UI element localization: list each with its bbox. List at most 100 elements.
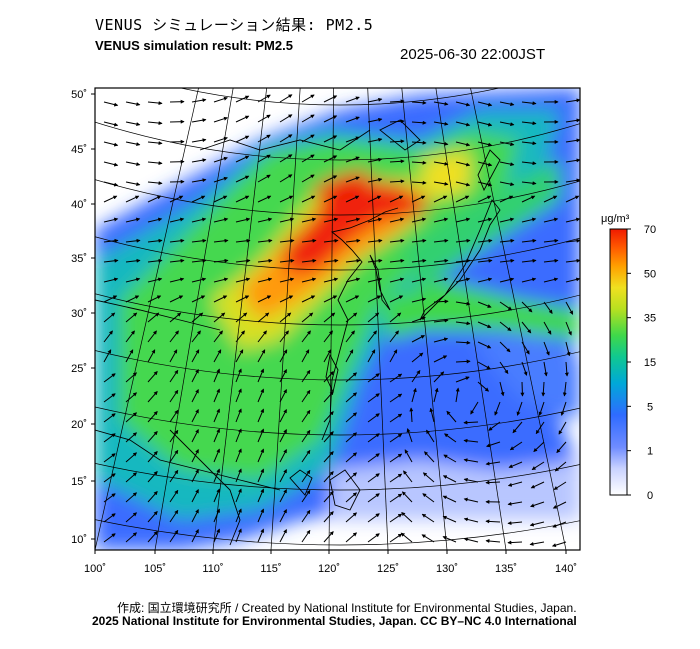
wind-arrow xyxy=(235,258,251,263)
wind-arrow xyxy=(125,372,137,383)
wind-arrow xyxy=(125,258,141,263)
wind-arrow xyxy=(147,277,163,283)
wind-arrow xyxy=(235,330,245,343)
credit-line-1: 作成: 国立環境研究所 / Created by National Instit… xyxy=(117,601,577,615)
wind-arrow xyxy=(554,461,567,472)
wind-arrow xyxy=(499,301,513,311)
wind-arrow xyxy=(235,95,250,103)
wind-arrow xyxy=(433,277,449,283)
wind-arrow xyxy=(301,154,315,163)
wind-arrow xyxy=(433,355,448,363)
wind-arrow xyxy=(422,493,435,503)
wind-arrow xyxy=(301,174,315,183)
wind-arrow xyxy=(235,508,242,523)
wind-arrow xyxy=(433,337,449,343)
wind-arrow xyxy=(169,529,179,543)
wind-arrow xyxy=(103,533,116,543)
wind-arrow xyxy=(543,258,559,263)
wind-arrow xyxy=(433,299,449,304)
wind-arrow xyxy=(235,312,248,323)
wind-arrow xyxy=(565,178,580,183)
wind-arrow xyxy=(543,217,559,223)
wind-arrow xyxy=(411,180,427,185)
wind-arrow xyxy=(235,428,242,443)
wind-arrow xyxy=(433,371,445,383)
wind-arrow xyxy=(411,369,421,383)
wind-arrow xyxy=(455,217,471,223)
wind-arrow xyxy=(499,238,515,243)
wind-arrow xyxy=(279,330,289,343)
wind-arrow xyxy=(323,258,339,263)
wind-arrow xyxy=(521,361,528,376)
wind-arrow xyxy=(389,349,398,363)
wind-arrow xyxy=(507,501,523,506)
wind-arrow xyxy=(455,141,471,147)
wind-arrow xyxy=(301,258,317,263)
wind-arrow xyxy=(508,461,523,468)
wind-arrow xyxy=(565,217,580,223)
wind-arrow xyxy=(486,441,501,448)
lat-tick-label: 30˚ xyxy=(71,308,87,320)
wind-arrow xyxy=(345,156,360,163)
wind-arrow xyxy=(455,376,470,383)
wind-arrow xyxy=(446,410,457,423)
wind-arrow xyxy=(323,491,334,503)
wind-arrow xyxy=(147,295,162,303)
wind-arrow xyxy=(345,432,358,443)
wind-arrow xyxy=(411,100,427,105)
wind-arrow xyxy=(556,441,567,454)
wind-arrow xyxy=(389,413,403,423)
wind-arrow xyxy=(345,195,360,203)
wind-arrow xyxy=(494,401,501,416)
wind-arrow xyxy=(301,449,311,463)
wind-arrow xyxy=(499,141,515,147)
wind-arrow xyxy=(125,412,137,423)
wind-arrow xyxy=(455,161,471,167)
wind-arrow xyxy=(389,493,403,503)
wind-arrow xyxy=(477,195,492,203)
wind-arrow xyxy=(426,429,435,443)
wind-arrow xyxy=(125,432,137,443)
wind-arrow xyxy=(455,258,471,263)
colorbar-gradient xyxy=(609,228,628,496)
wind-arrow xyxy=(553,481,567,490)
wind-arrow xyxy=(279,349,288,363)
wind-arrow xyxy=(499,181,515,187)
wind-arrow xyxy=(235,277,251,283)
wind-arrow xyxy=(477,161,493,167)
wind-arrow xyxy=(401,491,413,503)
wind-arrow xyxy=(562,381,567,397)
wind-arrow xyxy=(103,238,119,243)
wind-arrow xyxy=(530,501,545,508)
wind-arrow xyxy=(257,448,265,463)
wind-arrow xyxy=(463,537,479,543)
wind-arrow xyxy=(257,258,273,263)
wind-arrow xyxy=(279,369,287,383)
wind-arrow xyxy=(455,301,471,306)
wind-arrow xyxy=(147,312,160,323)
wind-arrow xyxy=(345,372,358,383)
wind-arrow xyxy=(103,217,119,223)
colorbar-tick-label: 5 xyxy=(647,401,653,413)
wind-arrow xyxy=(257,528,265,543)
wind-arrow xyxy=(424,451,435,463)
wind-arrow xyxy=(279,429,287,443)
wind-vectors xyxy=(103,94,580,548)
wind-arrow xyxy=(235,155,250,163)
wind-arrow xyxy=(169,469,179,483)
wind-arrow xyxy=(301,114,315,123)
lat-tick-label: 50˚ xyxy=(71,89,87,101)
wind-arrow xyxy=(279,94,293,103)
colorbar-tick-label: 0 xyxy=(647,490,653,502)
wind-arrow xyxy=(477,381,490,392)
wind-arrow xyxy=(433,161,449,166)
wind-arrow xyxy=(442,475,457,483)
wind-arrow xyxy=(543,238,559,243)
wind-arrow xyxy=(477,258,493,263)
wind-arrow xyxy=(279,154,293,163)
wind-arrow xyxy=(213,258,229,263)
wind-arrow xyxy=(191,118,207,123)
wind-arrow xyxy=(235,448,242,463)
wind-arrow xyxy=(411,217,427,223)
